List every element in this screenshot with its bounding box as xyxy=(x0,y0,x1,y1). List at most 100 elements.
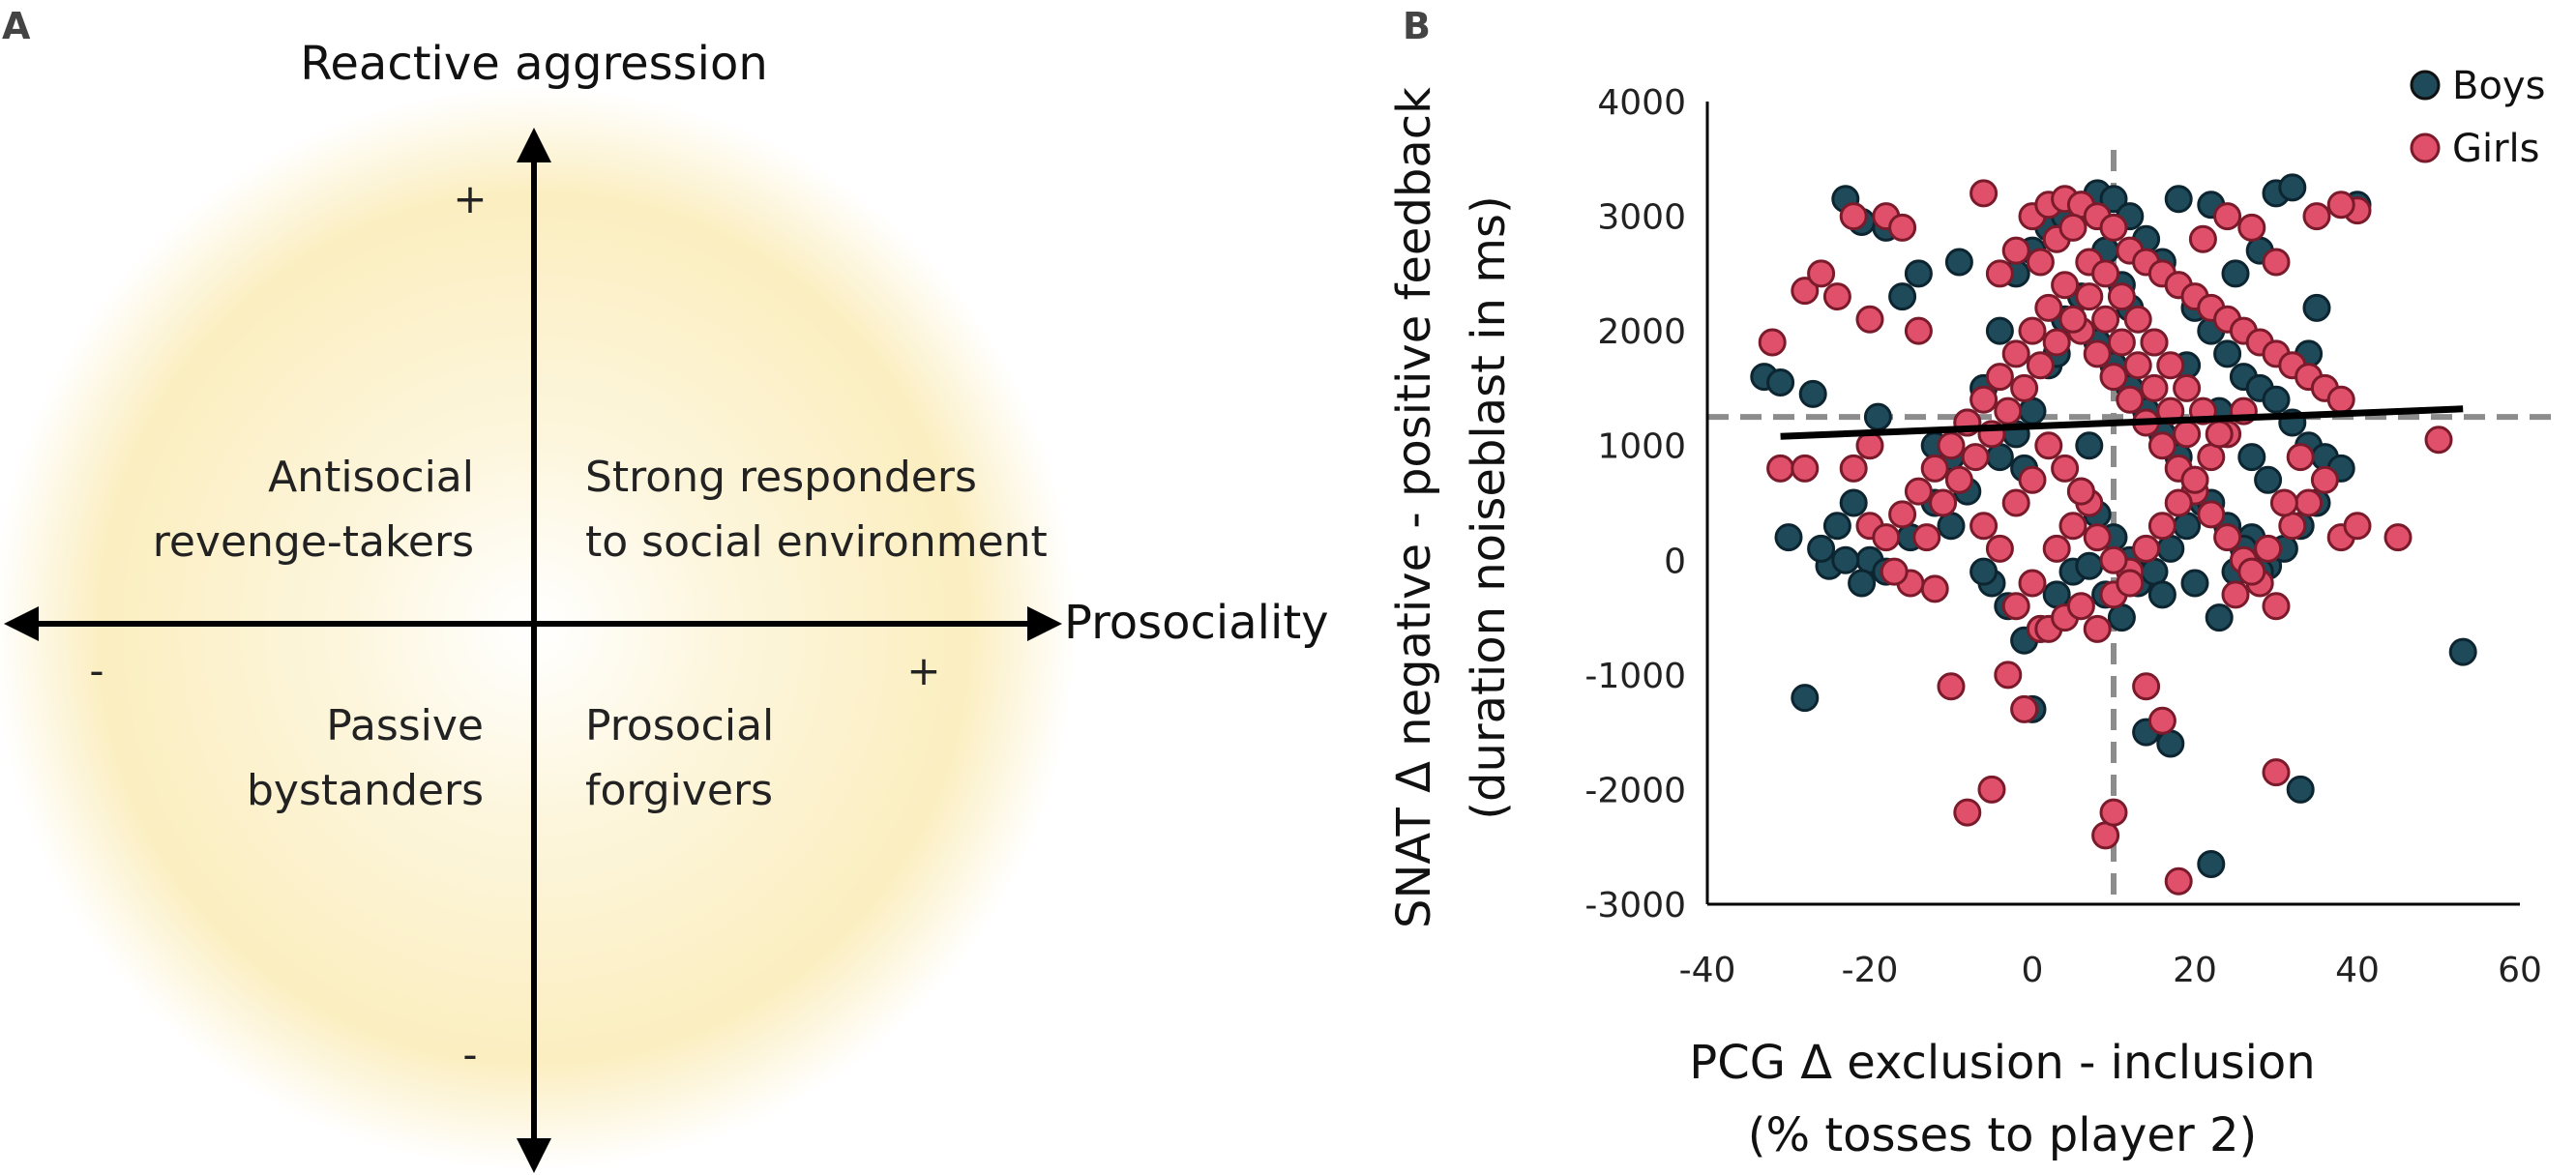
panel-b-letter: B xyxy=(1403,5,1431,47)
girls-point xyxy=(2147,706,2176,735)
girls-point xyxy=(1822,282,1851,311)
y-axis-title-line2: (duration noiseblast in ms) xyxy=(1462,195,1516,819)
boys-point xyxy=(2140,557,2169,586)
girls-point xyxy=(2205,420,2234,449)
girls-point xyxy=(1758,328,1787,357)
girls-point xyxy=(1969,385,1999,414)
girls-point xyxy=(2107,282,2136,311)
girls-point xyxy=(1961,443,1990,472)
x-axis-label: Prosociality xyxy=(1064,596,1329,650)
boys-point xyxy=(2173,512,2202,541)
x-plus-sign: + xyxy=(906,647,940,694)
boys-point xyxy=(1798,379,1827,408)
girls-point xyxy=(2018,316,2047,345)
girls-point xyxy=(2091,259,2120,288)
boys-point xyxy=(1904,259,1933,288)
girls-point xyxy=(1766,454,1795,483)
girls-point xyxy=(2237,213,2266,242)
boys-point xyxy=(2156,729,2185,758)
boys-point xyxy=(2042,580,2071,609)
girls-point xyxy=(2262,592,2291,621)
y-tick-label: 1000 xyxy=(1597,427,1686,467)
quadrant-tl-line1: Antisocial xyxy=(268,453,474,502)
girls-point xyxy=(2075,282,2104,311)
scatter-points xyxy=(1750,173,2477,896)
girls-point xyxy=(2034,431,2063,460)
boys-point xyxy=(2221,259,2250,288)
boys-point xyxy=(1985,443,2014,472)
girls-point xyxy=(1937,431,1966,460)
girls-point xyxy=(1944,465,1973,494)
trend-line-layer xyxy=(1780,405,2464,440)
girls-point xyxy=(1791,454,1820,483)
quadrant-br-line2: forgivers xyxy=(585,766,773,815)
quadrant-bl-line2: bystanders xyxy=(247,766,484,815)
girls-point xyxy=(1953,798,1982,827)
boys-point xyxy=(2099,185,2128,214)
girls-point xyxy=(1985,363,2014,392)
x-minus-sign: - xyxy=(89,647,104,694)
legend-boys-label: Boys xyxy=(2452,64,2545,108)
y-tick-label: 2000 xyxy=(1597,312,1686,352)
x-tick-label: 0 xyxy=(2022,951,2044,990)
boys-point xyxy=(2237,443,2266,472)
x-tick-label: -20 xyxy=(1842,951,1899,990)
boys-point xyxy=(2302,293,2331,322)
girls-point xyxy=(2026,248,2055,277)
girls-point xyxy=(2173,420,2202,449)
girls-point xyxy=(2018,465,2047,494)
girls-point xyxy=(1904,316,1933,345)
boys-point xyxy=(2448,637,2477,666)
x-axis-title-line2: (% tosses to player 2) xyxy=(1748,1108,2257,1162)
axes xyxy=(1705,102,2520,906)
girls-point xyxy=(2262,758,2291,787)
girls-point xyxy=(1985,534,2014,563)
girls-point xyxy=(1985,259,2014,288)
quadrant-br-line1: Prosocial xyxy=(585,701,774,750)
boys-point xyxy=(1969,557,1999,586)
girls-point xyxy=(2254,534,2283,563)
panel-a: A Reactive aggression Prosociality + - +… xyxy=(0,5,1329,1173)
boys-point xyxy=(2147,580,2176,609)
girls-point xyxy=(2099,545,2128,574)
girls-point xyxy=(1839,202,1868,231)
girls-point xyxy=(1791,277,1820,306)
y-axis-label: Reactive aggression xyxy=(300,37,768,91)
girls-point xyxy=(1994,397,2023,426)
girls-point xyxy=(2091,821,2120,850)
girls-point xyxy=(2384,523,2413,552)
girls-point xyxy=(1937,672,1966,701)
y-plus-sign: + xyxy=(453,175,487,222)
girls-point xyxy=(2164,867,2193,896)
girls-point xyxy=(2213,202,2242,231)
boys-point xyxy=(2254,465,2283,494)
girls-point xyxy=(2099,798,2128,827)
girls-point xyxy=(1920,454,1949,483)
boys-point xyxy=(1831,545,1860,574)
boys-point xyxy=(2075,551,2104,580)
boys-point xyxy=(1774,523,1803,552)
boys-point xyxy=(2107,603,2136,632)
quadrant-tr-line2: to social environment xyxy=(585,517,1048,567)
girls-point xyxy=(2051,271,2080,300)
girls-point xyxy=(1855,305,1884,334)
y-tick-label: -3000 xyxy=(1584,886,1686,925)
y-axis-title-line1: SNAT Δ negative - positive feedback xyxy=(1387,87,1441,928)
girls-point xyxy=(2034,293,2063,322)
girls-point xyxy=(2010,694,2039,723)
girls-point xyxy=(2262,248,2291,277)
girls-point xyxy=(2001,339,2030,368)
boys-point xyxy=(2278,173,2307,202)
legend-girls-label: Girls xyxy=(2452,127,2540,171)
girls-point xyxy=(2058,512,2087,541)
boys-point xyxy=(2018,397,2047,426)
boys-point xyxy=(2262,385,2291,414)
girls-point xyxy=(1855,431,1884,460)
legend-boys-marker xyxy=(2410,70,2441,101)
girls-point xyxy=(2147,431,2176,460)
panel-a-letter: A xyxy=(2,5,31,47)
girls-point xyxy=(1888,500,1917,529)
boys-point xyxy=(2205,603,2234,632)
girls-point xyxy=(2295,488,2324,517)
